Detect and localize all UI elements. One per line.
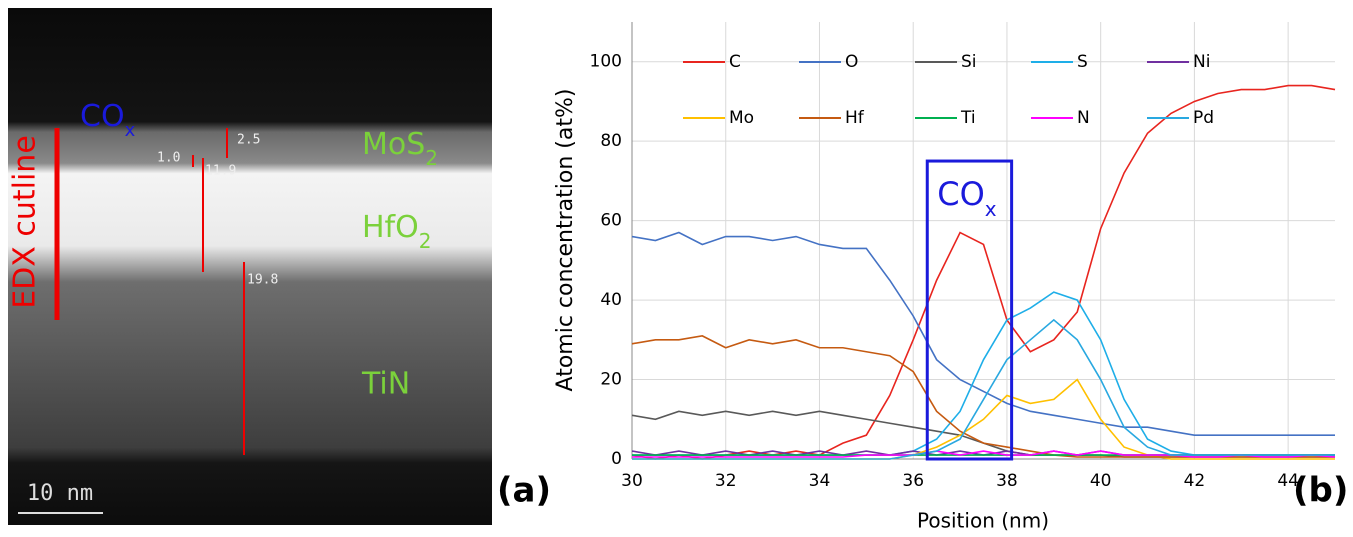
x-tick-label: 38 (996, 471, 1018, 491)
cox-text: CO (80, 99, 125, 134)
mos2-label: MoS2 (362, 127, 438, 170)
legend-label: S (1077, 52, 1088, 72)
legend-label: Ti (960, 108, 976, 128)
cox-label: COx (80, 99, 136, 142)
thickness-label: 2.5 (237, 133, 260, 148)
legend-label: Mo (729, 108, 754, 128)
highlight-label: COx (937, 175, 997, 221)
cox-sub: x (125, 120, 136, 141)
tem-background (8, 8, 492, 525)
thickness-label: 1.0 (157, 151, 180, 166)
x-axis-title: Position (nm) (917, 509, 1049, 533)
series-line (632, 450, 1336, 458)
x-tick-label: 40 (1090, 471, 1112, 491)
legend-label: N (1077, 108, 1090, 128)
legend-label: Ni (1193, 52, 1210, 72)
highlight-text: CO (937, 175, 985, 213)
x-tick-label: 34 (809, 471, 831, 491)
legend-label: Hf (845, 108, 865, 128)
tem-image: EDX cutline COx MoS2 HfO2 TiN 2.5 1.0 11… (8, 8, 492, 525)
legend-label: C (729, 52, 741, 72)
x-tick-label: 30 (621, 471, 643, 491)
mos2-sub: 2 (425, 146, 438, 170)
hfo2-label: HfO2 (362, 210, 431, 253)
y-tick-label: 0 (611, 449, 622, 469)
cutline-label: EDX cutline (8, 135, 43, 309)
panel-label: (b) (1293, 471, 1348, 511)
tin-label: TiN (361, 367, 410, 402)
y-axis-title: Atomic concentration (at%) (553, 89, 578, 392)
series-line (631, 335, 1335, 458)
panel-label: (a) (497, 471, 551, 511)
hfo2-text: HfO (362, 210, 419, 245)
series-line (632, 318, 1335, 460)
y-tick-label: 80 (600, 131, 622, 151)
x-tick-label: 42 (1184, 471, 1206, 491)
series-line (631, 84, 1336, 460)
mos2-text: MoS (362, 127, 425, 162)
thickness-label: 11.9 (205, 164, 236, 179)
y-tick-label: 40 (600, 290, 622, 310)
y-tick-label: 60 (600, 211, 622, 231)
legend-label: Pd (1193, 108, 1214, 128)
x-tick-label: 32 (715, 471, 737, 491)
scale-label: 10 nm (27, 481, 93, 506)
highlight-sub: x (985, 197, 997, 221)
legend-label: Si (961, 52, 977, 72)
x-tick-label: 44 (1277, 471, 1299, 491)
highlight-box (925, 159, 1014, 461)
series-line (632, 291, 1335, 456)
thickness-label: 19.8 (247, 273, 278, 288)
y-tick-label: 20 (600, 370, 622, 390)
y-tick-label: 100 (590, 52, 622, 72)
legend-label: O (845, 52, 858, 72)
series-line (631, 231, 1335, 436)
hfo2-sub: 2 (419, 229, 432, 253)
x-tick-label: 36 (902, 471, 924, 491)
